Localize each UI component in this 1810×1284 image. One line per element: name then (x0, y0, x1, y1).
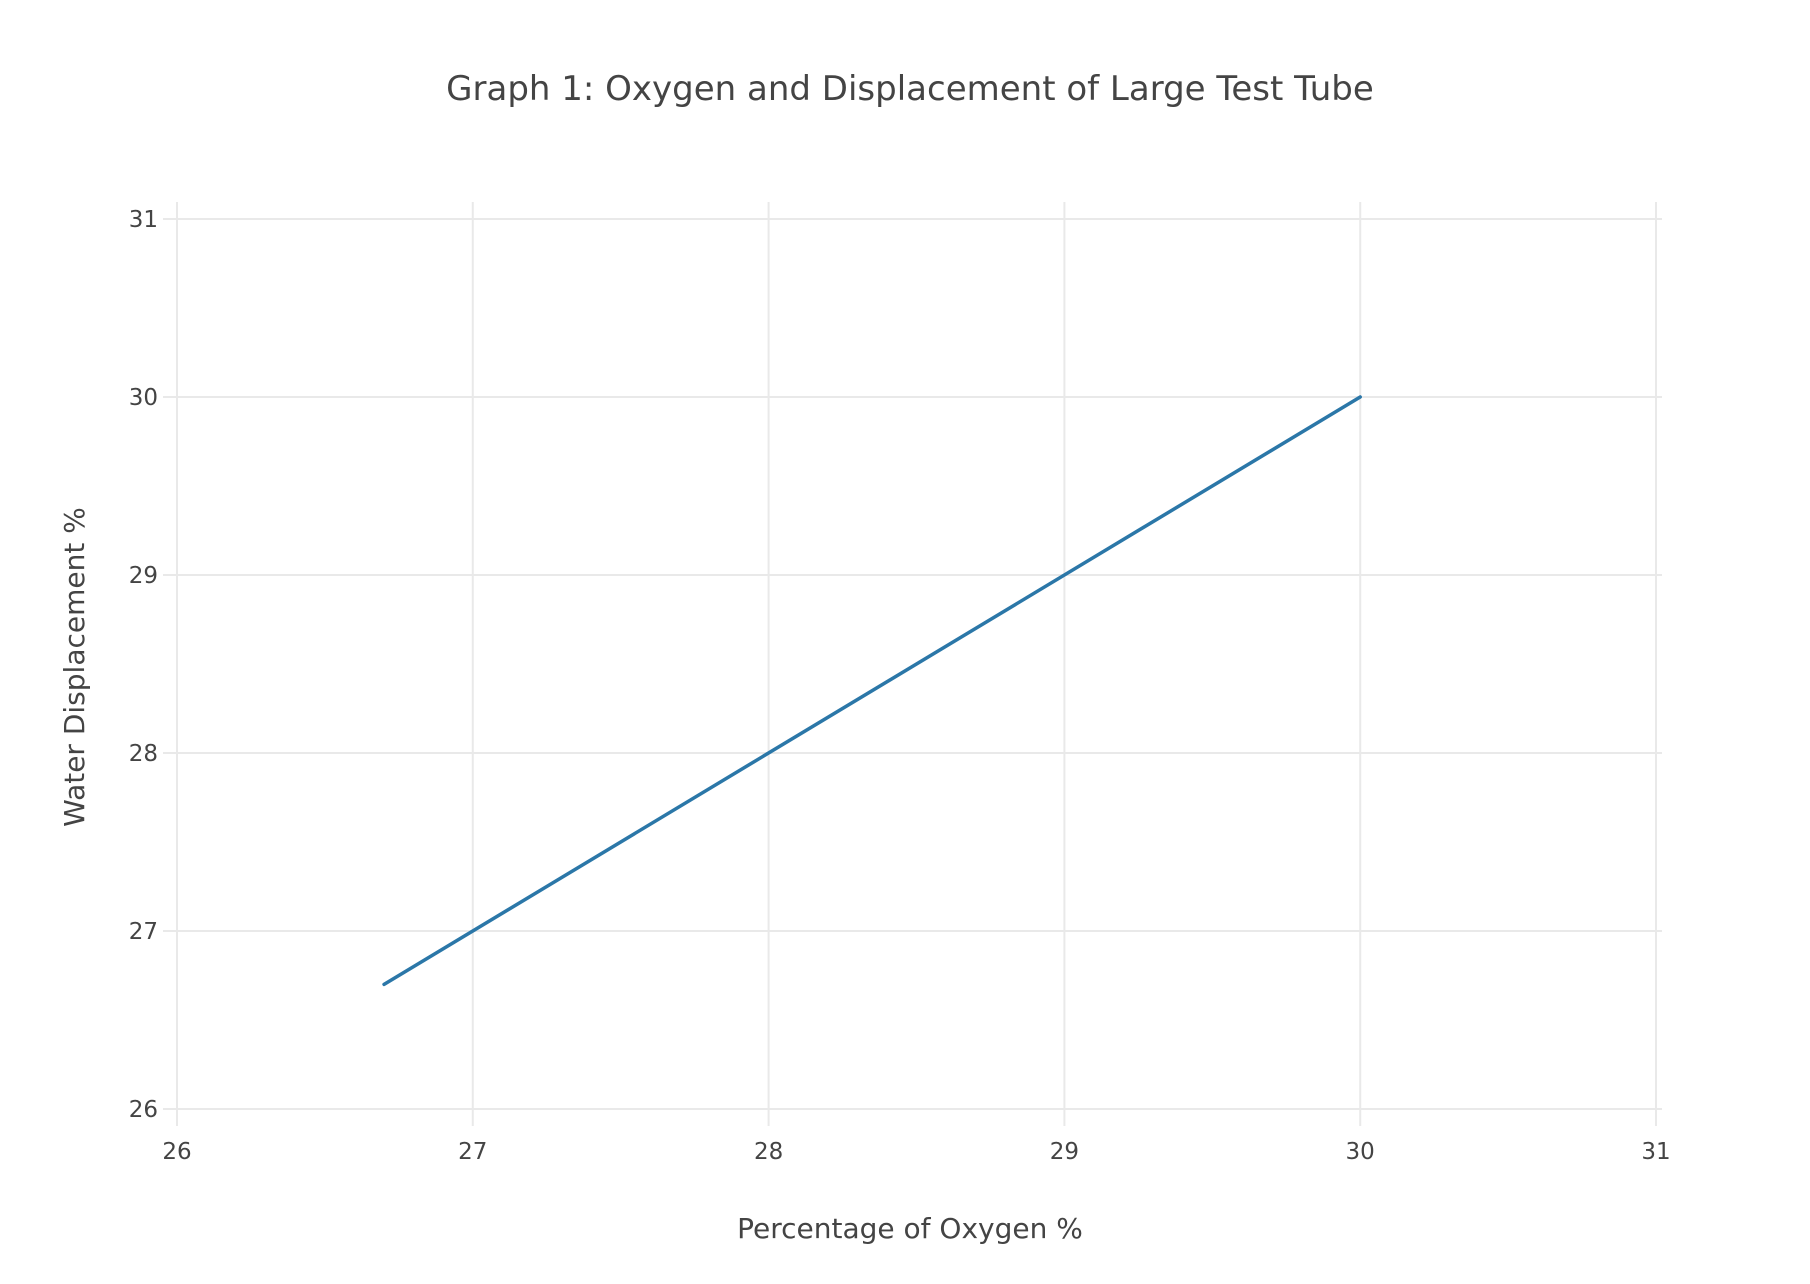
x-axis-ticks: 26 27 28 29 30 31 (162, 1139, 1670, 1165)
vertical-gridlines (176, 202, 1657, 1126)
y-axis-ticks: 26 27 28 29 30 31 (129, 207, 158, 1123)
y-tick-label: 26 (129, 1097, 158, 1123)
y-axis-title: Water Displacement % (58, 507, 91, 827)
horizontal-gridlines (163, 218, 1662, 1110)
y-tick-label: 31 (129, 207, 158, 233)
series-layer (382, 395, 1362, 987)
series-line (382, 395, 1362, 987)
x-tick-label: 27 (458, 1139, 487, 1165)
x-tick-label: 30 (1346, 1139, 1375, 1165)
x-tick-label: 29 (1050, 1139, 1079, 1165)
x-axis-title: Percentage of Oxygen % (737, 1212, 1083, 1245)
chart-title: Graph 1: Oxygen and Displacement of Larg… (446, 69, 1374, 109)
y-tick-label: 30 (129, 385, 158, 411)
y-tick-label: 28 (129, 741, 158, 767)
y-tick-label: 27 (129, 919, 158, 945)
y-tick-label: 29 (129, 563, 158, 589)
x-tick-label: 26 (162, 1139, 191, 1165)
x-tick-label: 31 (1641, 1139, 1670, 1165)
x-tick-label: 28 (754, 1139, 783, 1165)
